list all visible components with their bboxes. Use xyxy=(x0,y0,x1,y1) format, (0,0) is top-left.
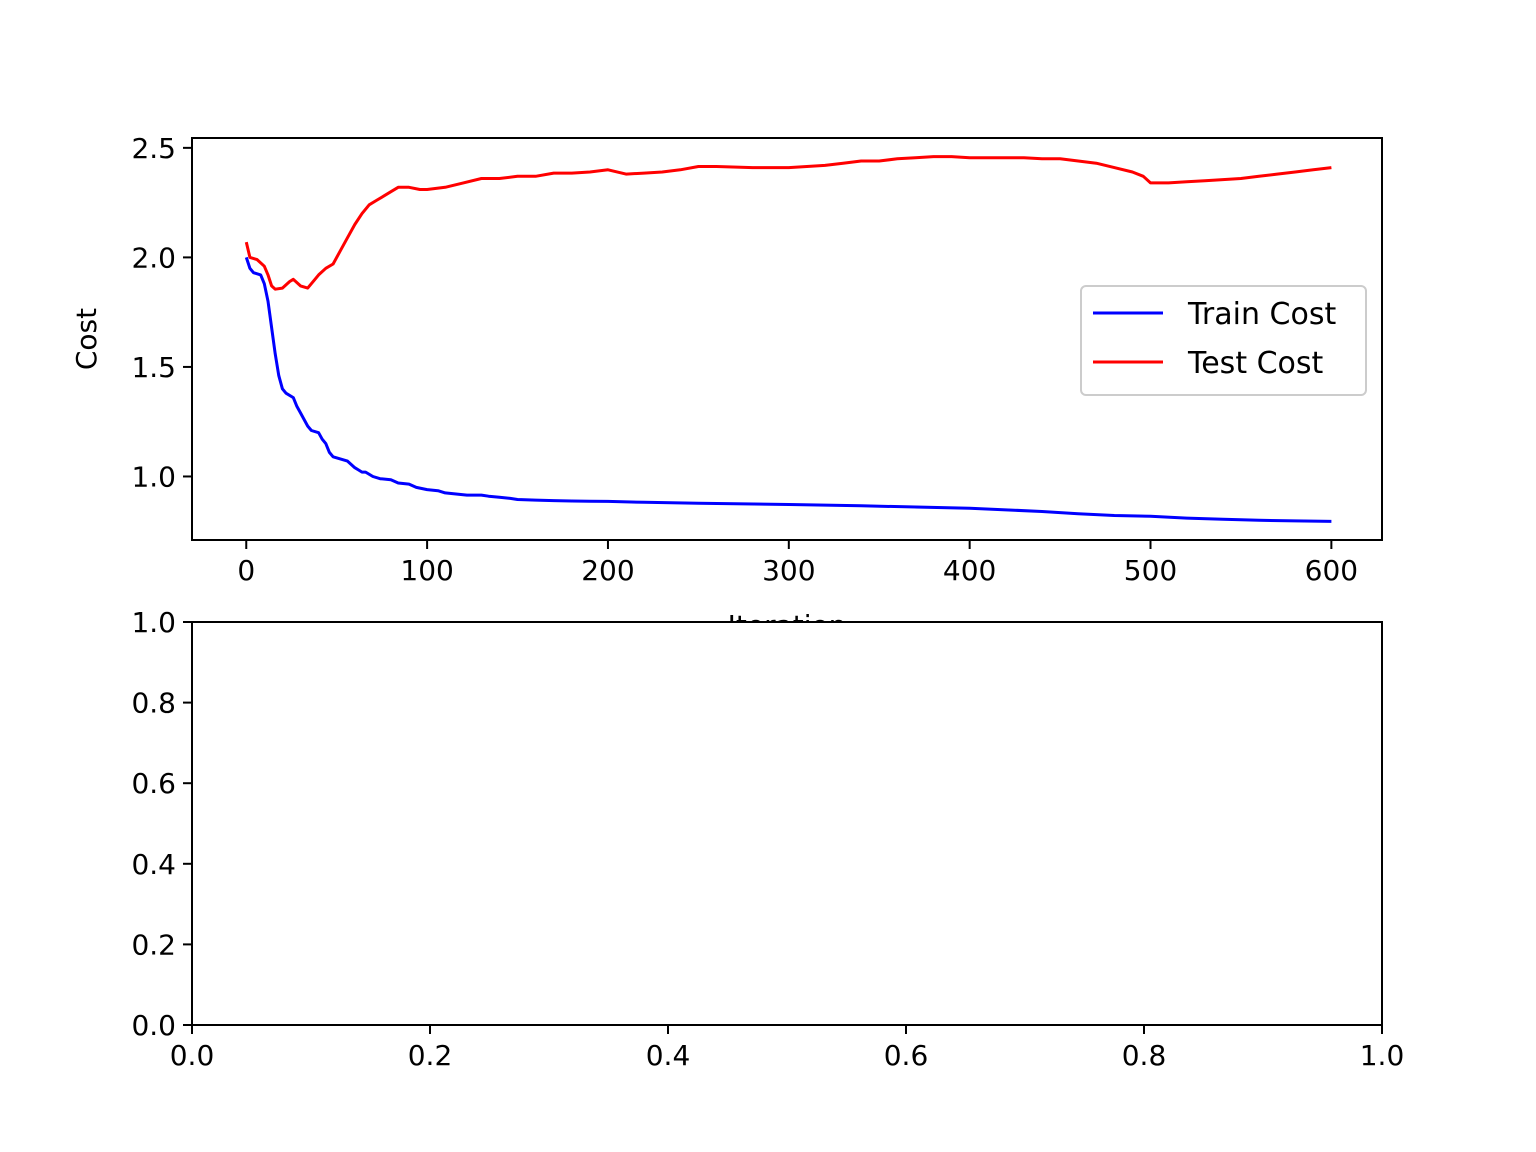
empty-plot-frame xyxy=(191,621,1383,1026)
x-tick-label: 200 xyxy=(581,554,634,587)
series-line-test-cost xyxy=(244,155,1332,291)
cost-plot-x-ticks: 0 100 200 300 400 500 600 xyxy=(237,540,1358,587)
cost-plot-frame xyxy=(191,137,1383,541)
x-tick-label: 1.0 xyxy=(1360,1039,1405,1072)
x-tick-label: 500 xyxy=(1124,554,1177,587)
y-tick-label: 1.0 xyxy=(131,460,176,493)
y-tick-label: 2.0 xyxy=(131,241,176,274)
empty-plot-y-ticks: 0.0 0.2 0.4 0.6 0.8 1.0 xyxy=(131,606,192,1042)
empty-plot-x-ticks: 0.0 0.2 0.4 0.6 0.8 1.0 xyxy=(170,1025,1405,1072)
x-tick-label: 0.8 xyxy=(1122,1039,1167,1072)
x-tick-label: 300 xyxy=(762,554,815,587)
x-tick-label: 0 xyxy=(237,554,255,587)
y-tick-label: 2.5 xyxy=(131,132,176,165)
x-tick-label: 0.2 xyxy=(408,1039,453,1072)
x-tick-label: 0.0 xyxy=(170,1039,215,1072)
y-tick-label: 0.2 xyxy=(131,928,176,961)
y-tick-label: 0.0 xyxy=(131,1009,176,1042)
x-tick-label: 0.6 xyxy=(884,1039,929,1072)
y-tick-label: 1.0 xyxy=(131,606,176,639)
legend-label-train-cost: Train Cost xyxy=(1187,297,1336,332)
x-tick-label: 0.4 xyxy=(646,1039,691,1072)
x-tick-label: 400 xyxy=(943,554,996,587)
y-tick-label: 1.5 xyxy=(131,351,176,384)
empty-plot-axes: 0.0 0.2 0.4 0.6 0.8 1.0 0.0 0.2 0.4 0.6 0.8 1.0 xyxy=(131,606,1404,1072)
cost-plot-y-axis-label: Cost xyxy=(70,308,103,370)
cost-plot-lines xyxy=(244,155,1332,523)
legend-label-test-cost: Test Cost xyxy=(1187,346,1324,381)
x-tick-label: 100 xyxy=(400,554,453,587)
cost-plot-y-ticks: 1.0 1.5 2.0 2.5 xyxy=(131,132,192,493)
y-tick-label: 0.8 xyxy=(131,687,176,720)
y-tick-label: 0.4 xyxy=(131,848,176,881)
x-tick-label: 600 xyxy=(1305,554,1358,587)
y-tick-label: 0.6 xyxy=(131,767,176,800)
legend: Train Cost Test Cost xyxy=(1080,285,1367,396)
series-line-train-cost xyxy=(244,256,1332,523)
